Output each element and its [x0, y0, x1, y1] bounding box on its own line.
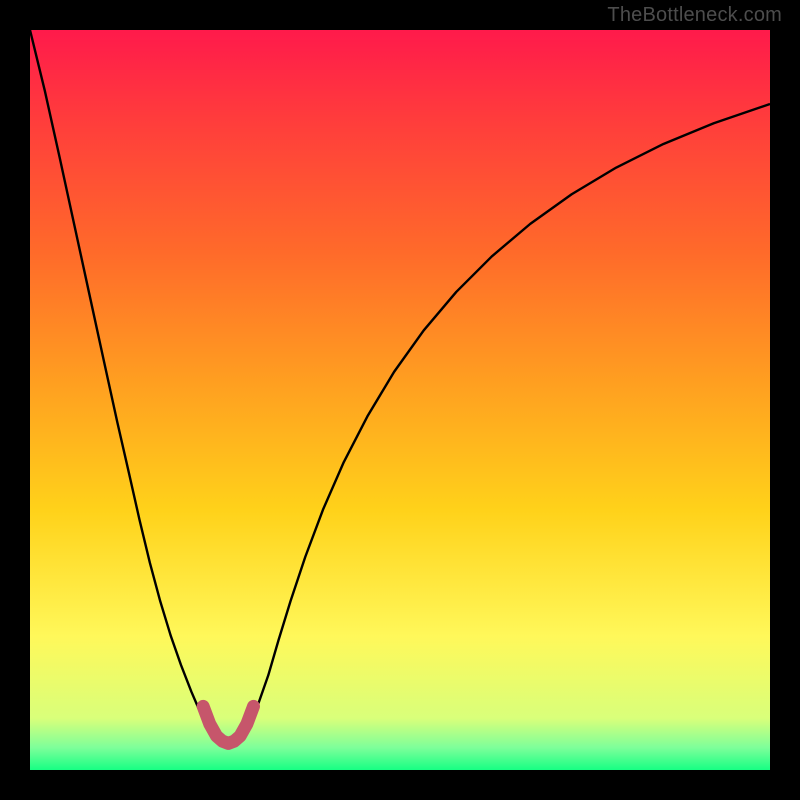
trough-marker	[203, 706, 253, 743]
plot-area	[30, 30, 770, 770]
chart-svg	[30, 30, 770, 770]
watermark-text: TheBottleneck.com	[607, 4, 782, 27]
bottleneck-curve	[30, 30, 770, 743]
